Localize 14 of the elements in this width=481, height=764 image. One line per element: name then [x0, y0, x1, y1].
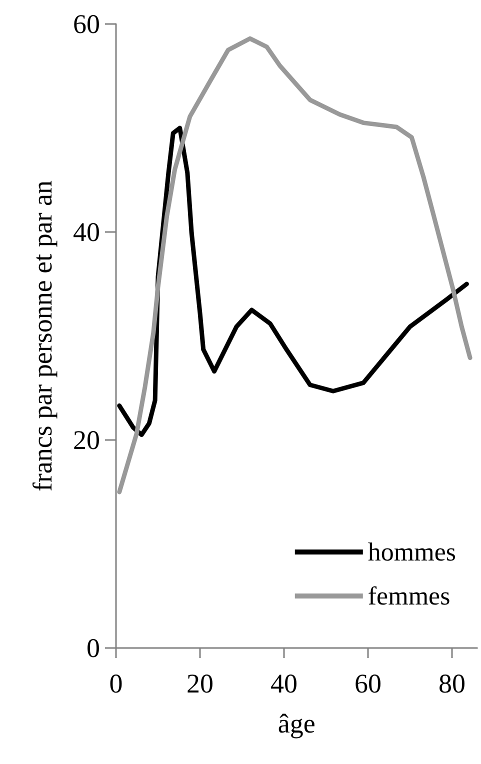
x-tick-label: 0 [109, 668, 123, 698]
y-tick-label: 20 [73, 425, 100, 455]
x-tick-label: 40 [270, 668, 298, 698]
y-tick-label: 60 [73, 9, 100, 39]
legend-label: femmes [368, 582, 450, 610]
y-axis-title: francs par personne et par an [28, 180, 58, 492]
y-tick-label: 40 [73, 217, 100, 247]
legend-label: hommes [368, 538, 456, 566]
x-tick-label: 20 [186, 668, 214, 698]
x-axis-title: âge [278, 708, 316, 738]
line-series [117, 36, 472, 494]
x-tick-label: 60 [354, 668, 382, 698]
y-tick-label: 0 [86, 633, 100, 663]
x-tick-label: 80 [438, 668, 466, 698]
